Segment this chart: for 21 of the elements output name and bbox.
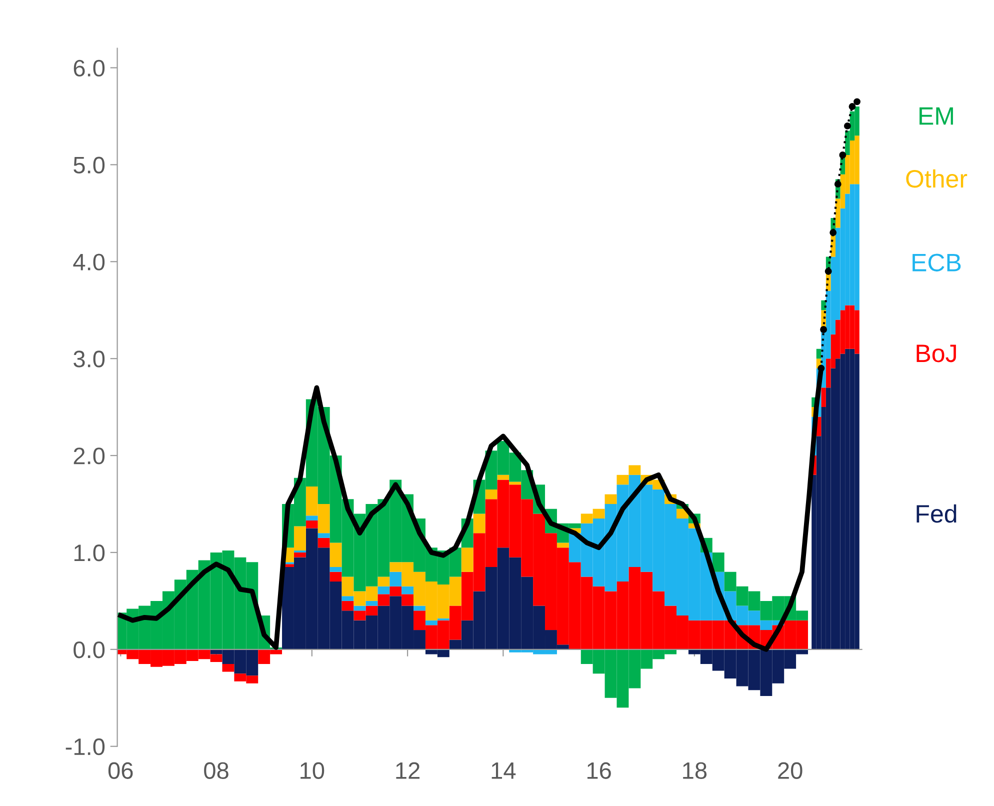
y-tick-label: 6.0 <box>74 60 105 77</box>
x-tick-label: 10 <box>300 762 324 779</box>
y-tick-label: 1.0 <box>74 544 105 562</box>
text: ECB <box>912 254 961 272</box>
x-tick-label: 12 <box>396 762 420 779</box>
x-tick-label: 16 <box>587 762 611 779</box>
x-tick-label: 14 <box>492 762 516 779</box>
y-tick-label: 2.0 <box>74 448 105 464</box>
x-tick-label: 06 <box>108 762 133 779</box>
text: Fed <box>916 504 956 523</box>
y-tick-label: 4.0 <box>73 254 105 270</box>
y-tick-label: -1.0 <box>66 738 105 756</box>
x-tick-label: 20 <box>778 762 802 779</box>
y-tick-label: 0.0 <box>74 641 105 658</box>
text: EM <box>920 107 953 125</box>
x-tick-label: 08 <box>204 762 228 779</box>
y-tick-label: 5.0 <box>74 156 105 174</box>
y-tick-label: 3.0 <box>74 350 105 368</box>
text: BoJ <box>916 344 956 362</box>
x-tick-label: 18 <box>683 762 707 779</box>
series-label: Other <box>906 169 968 188</box>
